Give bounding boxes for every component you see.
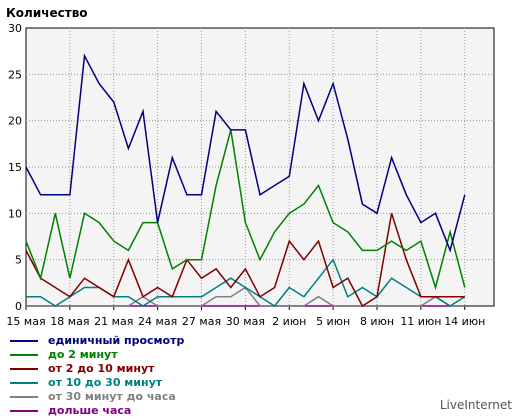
legend-label: от 10 до 30 минут [48, 376, 163, 389]
x-tick-label: 2 июн [272, 315, 306, 328]
y-tick-label: 25 [8, 68, 22, 81]
y-axis-label: Количество [6, 6, 88, 20]
legend-item-1: до 2 минут [10, 348, 184, 362]
y-tick-label: 10 [8, 207, 22, 220]
series-line-1 [25, 129, 466, 291]
legend-swatch [10, 368, 38, 370]
x-tick-label: 14 июн [444, 315, 485, 328]
legend-swatch [10, 354, 38, 356]
legend-label: дольше часа [48, 404, 132, 417]
x-tick-label: 15 мая [6, 315, 45, 328]
watermark-liveinternet: LiveInternet [439, 398, 512, 412]
legend-label: единичный просмотр [48, 334, 185, 347]
series-line-0 [25, 53, 466, 253]
legend-item-4: от 30 минут до часа [10, 390, 184, 404]
legend-swatch [10, 340, 38, 342]
legend-label: до 2 минут [48, 348, 118, 361]
y-tick-label: 0 [15, 300, 22, 313]
series-line-2 [25, 213, 465, 308]
legend-swatch [10, 410, 38, 412]
legend-item-3: от 10 до 30 минут [10, 376, 184, 390]
legend-item-2: от 2 до 10 минут [10, 362, 184, 376]
y-tick-label: 5 [15, 254, 22, 267]
legend-item-5: дольше часа [10, 404, 184, 418]
x-tick-label: 11 июн [400, 315, 441, 328]
y-tick-label: 30 [8, 22, 22, 35]
x-tick-labels: 15 мая 18 мая 21 мая 24 мая 27 мая 30 мая 2 ию… [6, 306, 485, 328]
x-tick-label: 24 мая [138, 315, 177, 328]
x-tick-label: 21 мая [94, 315, 133, 328]
legend-swatch [10, 396, 38, 398]
legend-item-0: единичный просмотр [10, 334, 184, 348]
legend-swatch [10, 382, 38, 384]
x-tick-label: 18 мая [50, 315, 89, 328]
x-tick-label: 8 июн [360, 315, 394, 328]
x-tick-label: 5 июн [316, 315, 350, 328]
y-tick-label: 20 [8, 115, 22, 128]
legend-label: от 30 минут до часа [48, 390, 176, 403]
y-tick-labels: 0 5 10 15 20 25 30 [8, 22, 22, 313]
x-tick-label: 27 мая [182, 315, 221, 328]
y-tick-label: 15 [8, 161, 22, 174]
legend: единичный просмотр до 2 минут от 2 до 10 м… [10, 334, 184, 418]
legend-label: от 2 до 10 минут [48, 362, 155, 375]
x-tick-label: 30 мая [226, 315, 265, 328]
series-lines [25, 53, 466, 308]
